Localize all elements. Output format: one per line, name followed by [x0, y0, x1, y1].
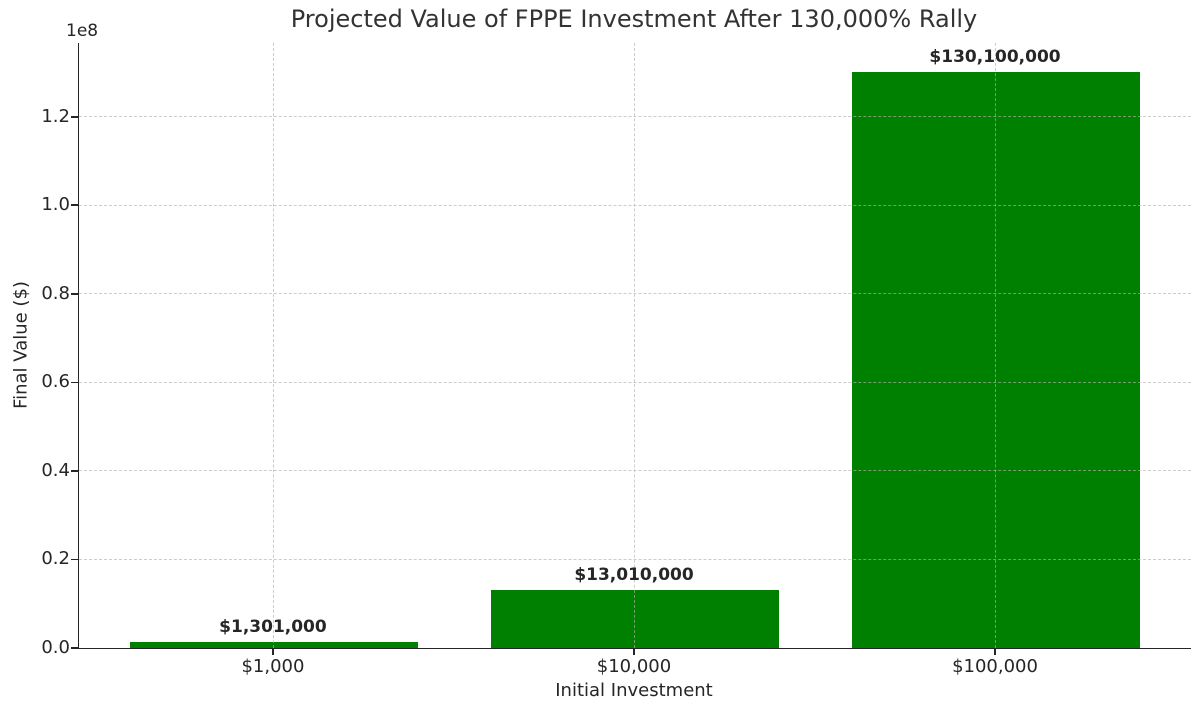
x-axis-label: Initial Investment [555, 680, 713, 701]
y-tick-label: 0.8 [41, 282, 70, 304]
y-tick-label: 0.4 [41, 459, 70, 481]
y-tick-mark [71, 647, 78, 649]
y-tick-mark [71, 558, 78, 561]
x-tick-label: $1,000 [241, 656, 305, 677]
grid-line-v [273, 43, 275, 648]
y-tick-label: 0.0 [41, 637, 70, 658]
grid-line-v [634, 43, 636, 648]
y-axis-offset-text: 1e8 [66, 21, 99, 41]
y-tick-mark [71, 204, 78, 207]
plot-area [78, 43, 1191, 649]
y-tick-mark [71, 293, 78, 295]
bar-value-label: $1,301,000 [219, 617, 327, 638]
y-tick-label: 1.0 [41, 194, 70, 216]
x-tick-mark [633, 648, 635, 655]
bar-value-label: $13,010,000 [574, 565, 694, 586]
y-tick-label: 1.2 [41, 105, 70, 127]
y-tick-mark [71, 470, 78, 472]
x-tick-label: $10,000 [596, 656, 672, 677]
y-tick-mark [71, 115, 78, 118]
y-tick-label: 0.2 [41, 548, 70, 570]
bar-value-label: $130,100,000 [929, 46, 1061, 67]
y-tick-mark [71, 381, 78, 384]
grid-line-v [995, 43, 997, 648]
x-tick-label: $100,000 [952, 656, 1038, 677]
x-tick-mark [272, 648, 274, 655]
y-tick-label: 0.6 [41, 371, 70, 393]
x-tick-mark [994, 648, 996, 655]
chart-title: Projected Value of FPPE Investment After… [290, 5, 978, 33]
